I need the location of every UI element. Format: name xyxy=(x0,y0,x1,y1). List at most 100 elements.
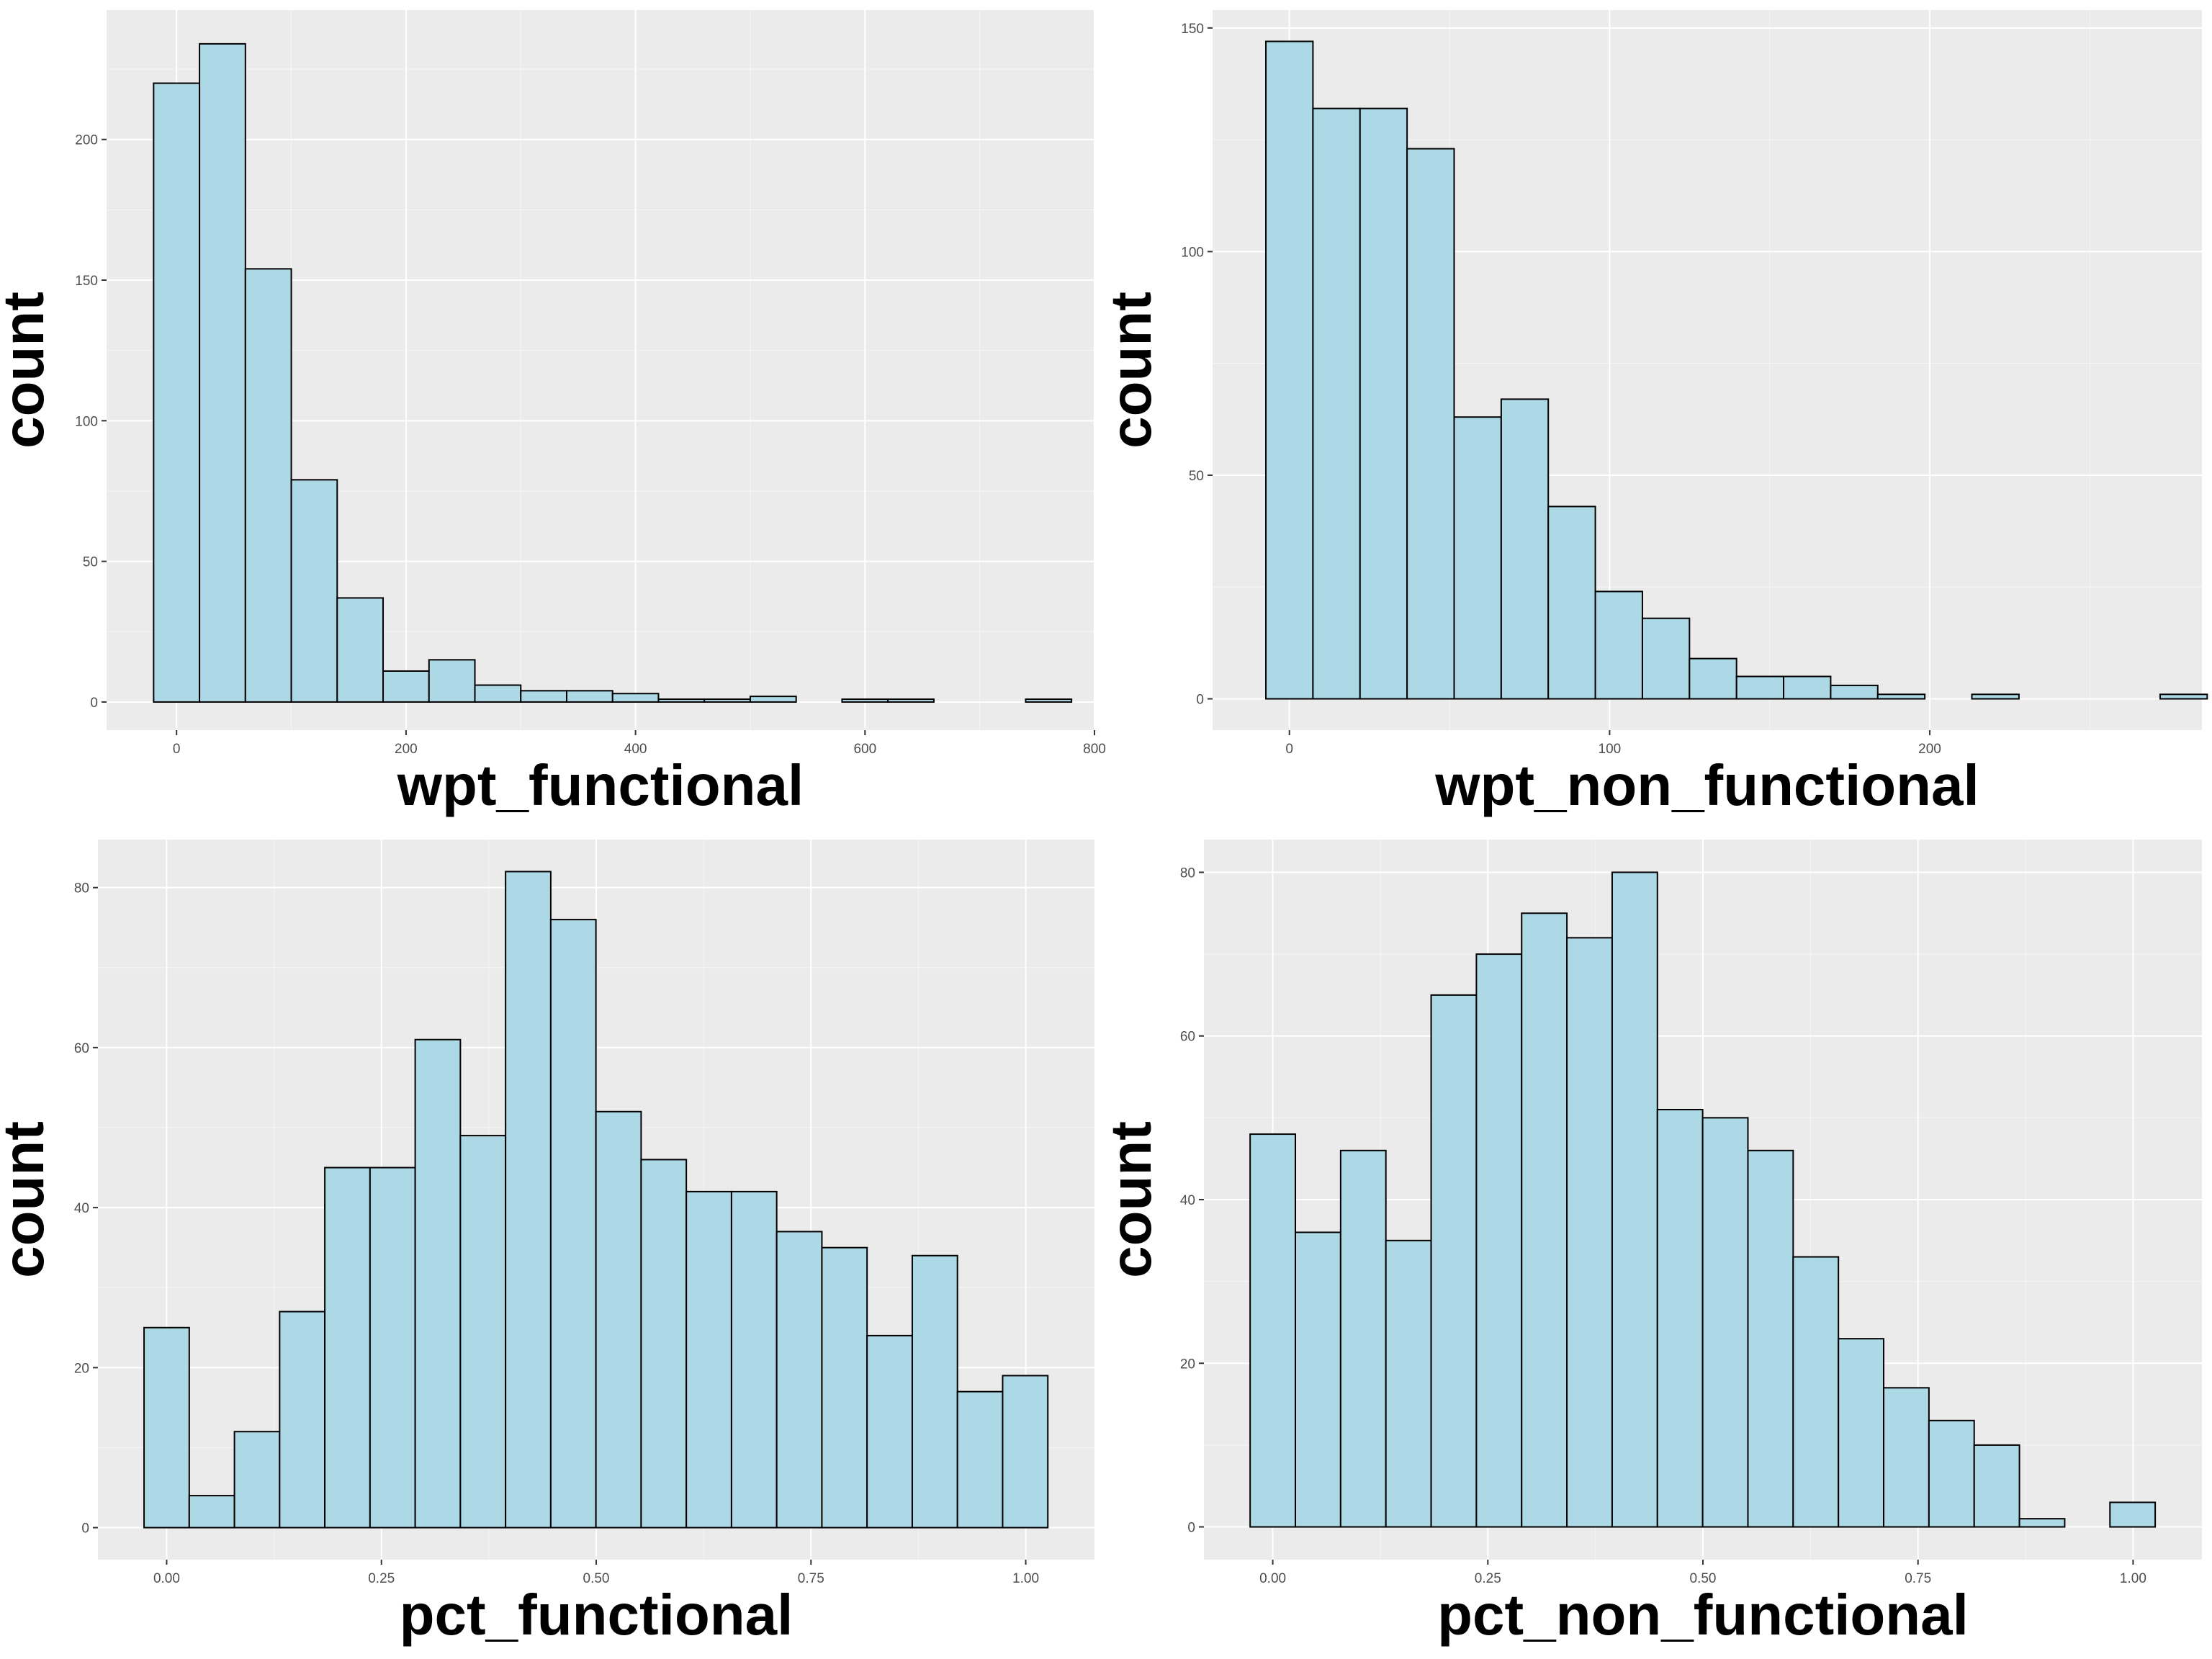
x-tick-label: 0.75 xyxy=(1905,1571,1931,1586)
histogram-bar xyxy=(279,1310,326,1529)
histogram-bar xyxy=(1475,953,1523,1528)
histogram-bar xyxy=(1689,657,1737,700)
y-tick-label: 200 xyxy=(75,133,98,148)
y-tick-label: 0 xyxy=(1187,1521,1195,1536)
histogram-bar xyxy=(749,696,797,703)
histogram-bar xyxy=(414,1038,462,1529)
histogram-bar xyxy=(2109,1501,2157,1528)
x-tick-label: 0 xyxy=(173,742,181,757)
histogram-bar xyxy=(703,698,751,703)
histogram-bar xyxy=(611,693,660,703)
histogram-bar xyxy=(1747,1149,1794,1528)
y-tick-label: 80 xyxy=(74,881,89,896)
y-axis-title: count xyxy=(1099,1121,1163,1278)
x-tick-label: 0.50 xyxy=(583,1571,610,1586)
x-tick-label: 200 xyxy=(1918,742,1941,757)
histogram-bar xyxy=(1838,1338,1885,1528)
histogram-panel-pct-non-functional: 0 20 40 60 80 0.00 0.25 0.50 0.75 1.00 pct_non_fun… xyxy=(1099,840,2202,1647)
x-tick-label: 0.50 xyxy=(1690,1571,1717,1586)
x-tick-label: 800 xyxy=(1083,742,1106,757)
y-tick-label: 50 xyxy=(1189,469,1204,484)
histogram-bar xyxy=(2159,693,2208,700)
y-axis-title: count xyxy=(1099,292,1163,449)
x-axis-title: pct_non_functional xyxy=(1437,1583,1969,1647)
histogram-bar xyxy=(1701,1117,1749,1528)
histogram-bar xyxy=(956,1390,1004,1529)
y-tick-label: 40 xyxy=(74,1201,89,1216)
y-tick-label: 0 xyxy=(1196,693,1204,708)
histogram-bar xyxy=(382,670,430,703)
histogram-bar xyxy=(1656,1109,1704,1528)
histogram-bar xyxy=(1883,1387,1930,1528)
histogram-bar xyxy=(1500,398,1550,700)
histogram-bar xyxy=(565,690,613,703)
histogram-bar xyxy=(887,698,935,703)
histogram-bar xyxy=(911,1254,958,1529)
histogram-bar xyxy=(1521,912,1568,1528)
histogram-bar xyxy=(1792,1256,1840,1528)
histogram-bar xyxy=(290,479,338,703)
histogram-bar xyxy=(1566,937,1613,1528)
histogram-bar xyxy=(841,698,889,703)
x-tick-label: 100 xyxy=(1599,742,1622,757)
x-tick-label: 0.00 xyxy=(153,1571,180,1586)
x-tick-label: 600 xyxy=(853,742,876,757)
histogram-bar xyxy=(730,1190,778,1529)
histogram-bar xyxy=(1611,871,1658,1528)
histogram-bar xyxy=(520,690,567,703)
histogram-bar xyxy=(369,1166,416,1529)
histogram-bar xyxy=(428,659,476,703)
histogram-bar xyxy=(1430,994,1478,1528)
y-tick-label: 20 xyxy=(74,1361,89,1376)
histogram-panel-wpt-functional: 0 50 100 150 200 0 200 400 600 800 wpt_functional c… xyxy=(0,10,1106,817)
x-tick-label: 400 xyxy=(624,742,647,757)
histogram-bar xyxy=(685,1190,732,1529)
histogram-bar xyxy=(505,871,552,1529)
y-tick-label: 40 xyxy=(1180,1193,1195,1208)
histogram-bar xyxy=(233,1431,281,1529)
y-tick-label: 50 xyxy=(83,555,98,570)
histogram-bar xyxy=(1783,675,1832,700)
x-axis-title: wpt_non_functional xyxy=(1434,753,1979,817)
y-tick-label: 0 xyxy=(90,696,98,711)
histogram-bar xyxy=(657,698,706,703)
histogram-bar xyxy=(1973,1444,2020,1528)
x-axis-title: wpt_functional xyxy=(397,753,804,817)
y-tick-label: 0 xyxy=(81,1521,89,1537)
x-tick-label: 0.25 xyxy=(1475,1571,1501,1586)
histogram-bar xyxy=(1876,693,1926,700)
histogram-bar xyxy=(324,1166,371,1529)
x-tick-label: 0.25 xyxy=(368,1571,395,1586)
histogram-bar xyxy=(1641,617,1691,700)
y-tick-label: 20 xyxy=(1180,1357,1195,1372)
y-tick-label: 60 xyxy=(1180,1030,1195,1045)
histogram-bar xyxy=(1312,107,1361,700)
histogram-bar xyxy=(640,1159,688,1529)
histogram-bar xyxy=(1453,416,1502,700)
histogram-bar xyxy=(143,1326,190,1529)
histogram-bar xyxy=(474,684,522,703)
histogram-bar xyxy=(459,1135,507,1529)
x-axis-title: pct_functional xyxy=(400,1583,793,1647)
y-tick-label: 100 xyxy=(1181,245,1204,260)
y-axis-title: count xyxy=(0,1121,55,1278)
histogram-bar xyxy=(1339,1149,1387,1528)
y-axis-title: count xyxy=(0,292,55,449)
histogram-bar xyxy=(1830,684,1879,700)
histogram-bar xyxy=(1594,590,1643,700)
y-tick-label: 150 xyxy=(75,274,98,289)
x-tick-label: 0 xyxy=(1285,742,1293,757)
histogram-bar xyxy=(2018,1518,2066,1528)
histogram-bar xyxy=(199,42,246,703)
x-tick-label: 1.00 xyxy=(2120,1571,2146,1586)
y-tick-label: 150 xyxy=(1181,22,1204,37)
y-tick-label: 100 xyxy=(75,414,98,429)
histogram-bar xyxy=(1359,107,1408,700)
histogram-bar xyxy=(1265,40,1314,700)
histogram-bar xyxy=(244,268,292,703)
histogram-bar xyxy=(1385,1239,1432,1528)
x-tick-label: 0.00 xyxy=(1259,1571,1286,1586)
x-tick-label: 200 xyxy=(395,742,418,757)
histogram-bar xyxy=(595,1110,642,1529)
